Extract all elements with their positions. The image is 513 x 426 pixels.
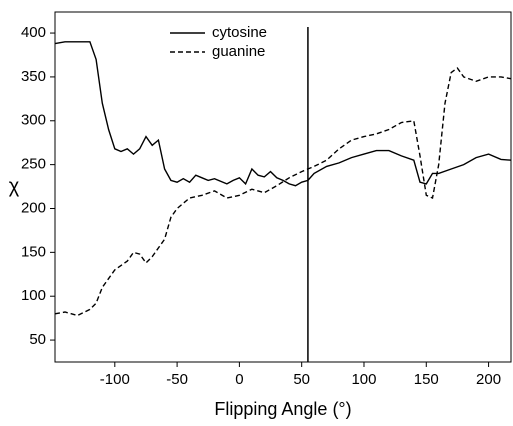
- x-tick-label: -100: [100, 371, 130, 388]
- y-tick-label: 200: [21, 199, 46, 216]
- plot-frame: [54, 11, 512, 363]
- legend-label: guanine: [212, 43, 265, 60]
- y-axis-label: χ: [9, 175, 20, 197]
- x-tick-label: -50: [166, 371, 188, 388]
- y-tick-label: 150: [21, 243, 46, 260]
- x-tick-label: 150: [414, 371, 439, 388]
- y-tick-label: 350: [21, 68, 46, 85]
- x-tick-label: 100: [351, 371, 376, 388]
- legend-label: cytosine: [212, 24, 267, 41]
- x-tick-label: 200: [476, 371, 501, 388]
- y-tick-label: 250: [21, 156, 46, 173]
- y-tick-label: 50: [29, 331, 46, 348]
- series-line: [54, 41, 512, 187]
- y-tick-label: 300: [21, 112, 46, 129]
- x-tick-label: 50: [293, 371, 310, 388]
- y-tick-label: 100: [21, 287, 46, 304]
- y-tick-label: 400: [21, 24, 46, 41]
- series-line: [54, 67, 512, 317]
- x-axis-label: Flipping Angle (°): [214, 399, 351, 419]
- x-tick-label: 0: [235, 371, 243, 388]
